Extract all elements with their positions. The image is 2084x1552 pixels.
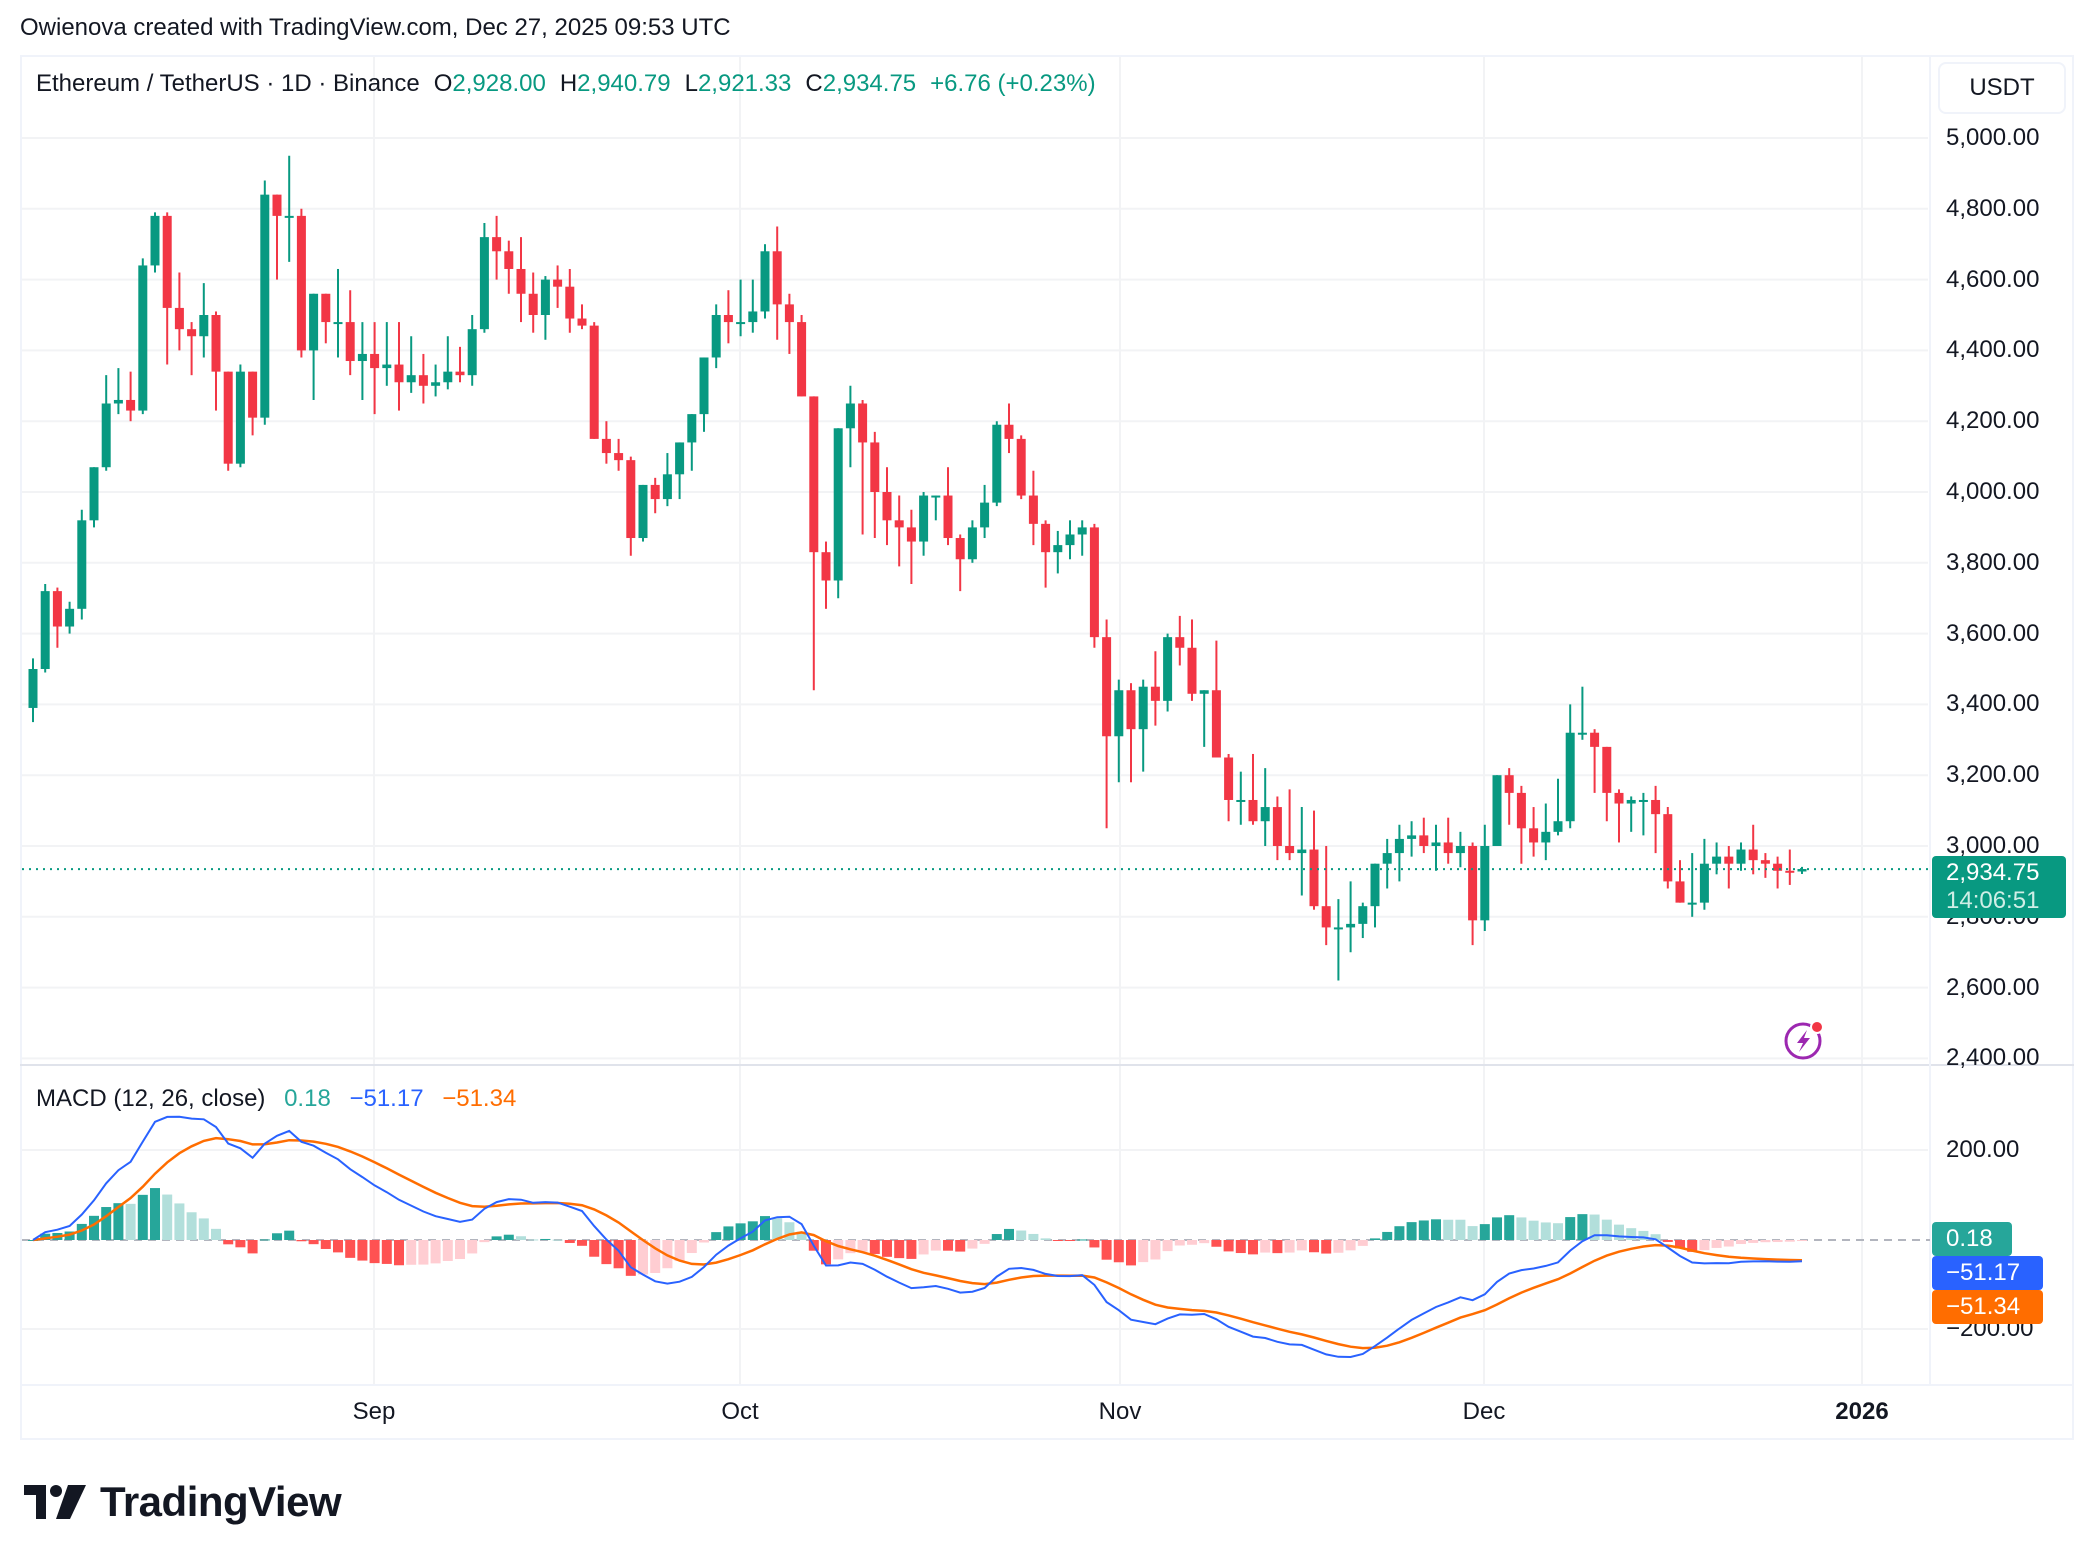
price-axis-label: 3,000.00: [1946, 832, 2040, 859]
price-axis-label: 4,000.00: [1946, 478, 2040, 505]
lightning-icon[interactable]: [1782, 1018, 1826, 1067]
time-axis-label: Sep: [352, 1398, 396, 1425]
symbol-legend: Ethereum / TetherUS · 1D · Binance O 2,92…: [36, 70, 1096, 97]
macd-signal-badge: −51.34: [1932, 1290, 2043, 1324]
macd-hist-value: 0.18: [284, 1085, 331, 1112]
brand-name: TradingView: [100, 1478, 342, 1525]
change-value: +6.76 (+0.23%): [930, 70, 1096, 97]
price-axis-label: 3,800.00: [1946, 548, 2040, 576]
price-axis-label: 2,600.00: [1946, 973, 2040, 1001]
bar-countdown: 14:06:51: [1946, 887, 2040, 914]
price-axis-label: 3,400.00: [1946, 690, 2040, 718]
price-axis-label: 4,600.00: [1946, 265, 2040, 293]
macd-title[interactable]: MACD (12, 26, close): [36, 1085, 266, 1112]
macd-axis-label: 200.00: [1946, 1136, 2020, 1163]
price-axis-label: 4,800.00: [1946, 194, 2040, 222]
tradingview-logo-icon: [24, 1485, 86, 1519]
tradingview-logo[interactable]: TradingView: [24, 1478, 342, 1526]
currency-button[interactable]: USDT: [1938, 62, 2066, 114]
last-price-badge: 2,934.75 14:06:51: [1932, 856, 2066, 918]
price-axis-label: 4,400.00: [1946, 336, 2040, 364]
macd-signal-value: −51.34: [442, 1085, 517, 1112]
open-value: 2,928.00: [452, 70, 546, 97]
time-axis-label: Dec: [1462, 1398, 1506, 1425]
price-axis-label: 2,400.00: [1946, 1044, 2040, 1072]
price-axis-label: 5,000.00: [1946, 124, 2040, 151]
macd-line-badge: −51.17: [1932, 1256, 2043, 1290]
chart-frame: [20, 55, 2074, 1440]
low-value: 2,921.33: [697, 70, 792, 97]
high-value: 2,940.79: [577, 70, 671, 97]
time-axis-label: Nov: [1098, 1398, 1142, 1425]
macd-line-value: −51.17: [349, 1085, 424, 1112]
price-axis-label: 3,200.00: [1946, 761, 2040, 789]
macd-legend: MACD (12, 26, close) 0.18 −51.17 −51.34: [36, 1085, 516, 1113]
macd-hist-badge: 0.18: [1932, 1222, 2012, 1256]
price-axis-label: 3,600.00: [1946, 619, 2040, 647]
last-price: 2,934.75: [1946, 859, 2040, 886]
price-axis-label: 4,200.00: [1946, 407, 2040, 435]
chart-credit: Owienova created with TradingView.com, D…: [20, 14, 731, 41]
symbol-title[interactable]: Ethereum / TetherUS · 1D · Binance: [36, 70, 420, 97]
close-value: 2,934.75: [822, 70, 917, 97]
time-axis-label: 2026: [1835, 1398, 1889, 1425]
time-axis-label: Oct: [721, 1398, 759, 1425]
